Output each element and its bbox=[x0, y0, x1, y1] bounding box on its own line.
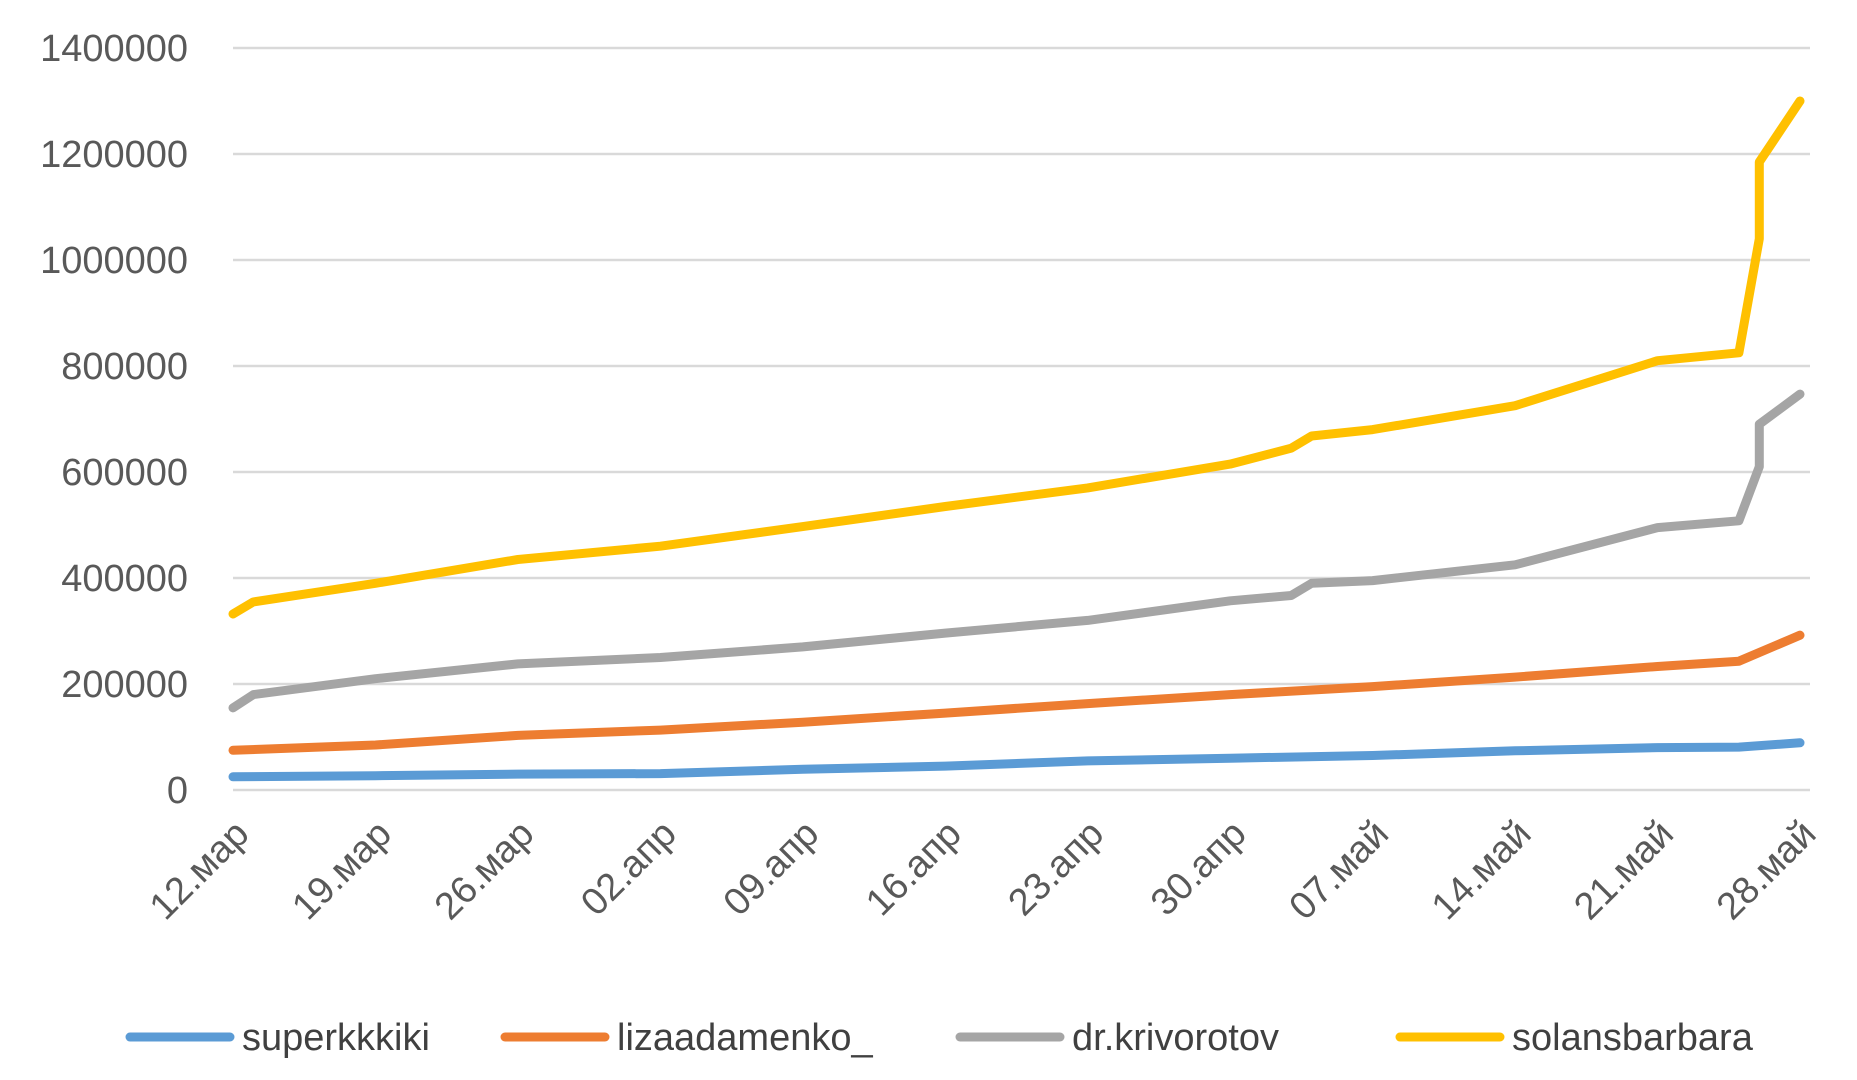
legend-label: lizaadamenko_ bbox=[617, 1017, 873, 1059]
series-line-superkkkiki bbox=[228, 738, 1805, 782]
y-tick-label: 1200000 bbox=[40, 134, 188, 176]
legend: superkkkiki lizaadamenko_ dr.krivorotov sol… bbox=[125, 1017, 1754, 1059]
x-tick-label: 16.апр bbox=[858, 813, 969, 924]
x-tick-label: 23.апр bbox=[1001, 813, 1112, 924]
y-tick-label: 600000 bbox=[61, 452, 188, 494]
x-tick-label: 09.апр bbox=[716, 813, 827, 924]
x-axis-tick-labels: 12.мар 19.мар 26.мар 02.апр 09.апр 16.апр 23.а… bbox=[142, 813, 1824, 928]
x-tick-label: 14.май bbox=[1424, 813, 1539, 928]
legend-item: dr.krivorotov bbox=[955, 1017, 1279, 1059]
x-tick-label: 26.мар bbox=[427, 813, 542, 928]
y-tick-label: 400000 bbox=[61, 558, 188, 600]
legend-item: solansbarbara bbox=[1395, 1017, 1754, 1059]
y-tick-label: 200000 bbox=[61, 664, 188, 706]
gridlines bbox=[233, 46, 1810, 686]
x-tick-label: 07.май bbox=[1282, 813, 1397, 928]
legend-item: lizaadamenko_ bbox=[500, 1017, 873, 1059]
y-tick-label: 1400000 bbox=[40, 28, 188, 70]
series-line-dr-krivorotov bbox=[228, 389, 1805, 713]
x-tick-label: 12.мар bbox=[142, 813, 257, 928]
x-tick-label: 28.май bbox=[1709, 813, 1824, 928]
x-tick-label: 30.апр bbox=[1143, 813, 1254, 924]
y-axis-tick-labels: 0 200000 400000 600000 800000 1000000 1200000 1… bbox=[40, 28, 188, 812]
series-lines bbox=[228, 96, 1805, 782]
x-tick-label: 19.мар bbox=[284, 813, 399, 928]
y-tick-label: 800000 bbox=[61, 346, 188, 388]
y-tick-label: 0 bbox=[167, 770, 188, 812]
x-tick-label: 02.апр bbox=[573, 813, 684, 924]
series-line-solansbarbara bbox=[228, 96, 1805, 619]
legend-label: superkkkiki bbox=[242, 1017, 430, 1059]
x-tick-label: 21.май bbox=[1566, 813, 1681, 928]
legend-item: superkkkiki bbox=[125, 1017, 430, 1059]
legend-label: solansbarbara bbox=[1512, 1017, 1754, 1059]
legend-label: dr.krivorotov bbox=[1072, 1017, 1279, 1059]
y-tick-label: 1000000 bbox=[40, 240, 188, 282]
series-line-lizaadamenko- bbox=[228, 630, 1805, 755]
